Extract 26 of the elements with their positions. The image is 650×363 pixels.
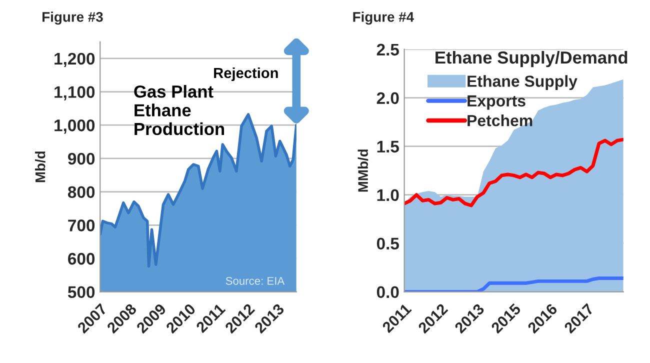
legend-label: Exports bbox=[468, 95, 526, 110]
y-axis-title: MMb/d bbox=[358, 150, 368, 192]
annotation: Gas Plant Ethane Production bbox=[134, 84, 224, 136]
y-tick-label: 1,200 bbox=[54, 52, 95, 68]
chart-title: Figure #3 bbox=[42, 12, 103, 25]
y-tick-label: 1.5 bbox=[377, 140, 399, 153]
y-tick-label: 2.5 bbox=[376, 44, 399, 56]
legend-label: Petchem bbox=[468, 114, 532, 126]
y-tick-label: 2.0 bbox=[376, 92, 399, 104]
y-tick-label: 1,100 bbox=[54, 86, 95, 100]
y-axis-title: Mb/d bbox=[35, 152, 46, 182]
y-tick-label: 900 bbox=[68, 152, 95, 165]
chart-title: Figure #4 bbox=[353, 12, 414, 25]
y-tick-label: 600 bbox=[68, 252, 95, 265]
y-tick-label: 800 bbox=[68, 186, 95, 198]
annotation: Source: EIA bbox=[226, 276, 285, 285]
y-tick-label: 0.0 bbox=[376, 286, 399, 298]
y-tick-label: 1.0 bbox=[377, 189, 399, 202]
annotation: Rejection bbox=[214, 67, 278, 82]
y-tick-label: 1,000 bbox=[54, 120, 95, 134]
y-tick-label: 500 bbox=[68, 286, 95, 298]
y-tick-label: 0.5 bbox=[376, 238, 399, 250]
chart-subtitle: Ethane Supply/Demand bbox=[436, 50, 628, 68]
line-series bbox=[404, 138, 624, 208]
y-tick-label: 700 bbox=[68, 220, 95, 232]
legend-label: Ethane Supply bbox=[468, 75, 578, 90]
